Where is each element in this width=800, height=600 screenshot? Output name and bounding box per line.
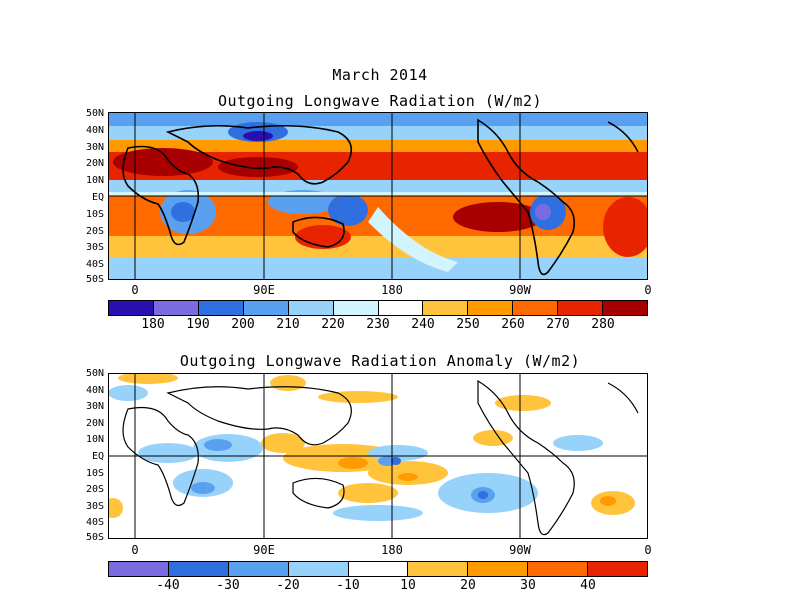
lat-label: 30N xyxy=(85,142,104,153)
lon-label: 180 xyxy=(381,543,403,557)
colorbar-swatch xyxy=(528,562,589,576)
colorbar-label: 20 xyxy=(460,578,476,593)
lat-label: 20N xyxy=(85,158,104,169)
colorbar-label: 40 xyxy=(580,578,596,593)
lat-label: 30S xyxy=(85,501,104,512)
lat-label: 20N xyxy=(85,418,104,429)
colorbar-swatch xyxy=(333,301,379,315)
olr-colorbar xyxy=(108,300,648,316)
olr-anomaly-map xyxy=(108,373,648,539)
colorbar-label: 30 xyxy=(520,578,536,593)
lat-label: 50N xyxy=(85,368,104,379)
lat-label: 50S xyxy=(85,532,104,543)
lat-label: EQ xyxy=(91,192,104,203)
colorbar-label: 230 xyxy=(366,317,390,332)
colorbar-label: 280 xyxy=(591,317,615,332)
colorbar-swatch xyxy=(109,301,154,315)
colorbar-label: -30 xyxy=(216,578,240,593)
lat-label: 20S xyxy=(85,484,104,495)
colorbar-swatch xyxy=(288,301,334,315)
colorbar-label: 240 xyxy=(411,317,435,332)
colorbar-swatch xyxy=(288,562,349,576)
colorbar-label: 180 xyxy=(141,317,165,332)
colorbar-label: -40 xyxy=(156,578,180,593)
colorbar-swatch xyxy=(513,301,559,315)
lat-label: 10S xyxy=(85,209,104,220)
colorbar-label: 10 xyxy=(400,578,416,593)
colorbar-label: 260 xyxy=(501,317,525,332)
colorbar-swatch xyxy=(348,562,409,576)
lat-label: 20S xyxy=(85,226,104,237)
olr-map xyxy=(108,112,648,280)
month-title: March 2014 xyxy=(332,66,428,84)
lat-label: 40S xyxy=(85,517,104,528)
lat-label: 10N xyxy=(85,175,104,186)
colorbar-label: -10 xyxy=(336,578,360,593)
colorbar-swatch xyxy=(468,562,529,576)
lon-label: 90W xyxy=(509,283,531,297)
lon-label: 0 xyxy=(131,543,139,557)
lon-label: 0 xyxy=(644,543,652,557)
olr-anomaly-colorbar xyxy=(108,561,648,577)
colorbar-label: 190 xyxy=(186,317,210,332)
olr-title: Outgoing Longwave Radiation (W/m2) xyxy=(217,92,543,110)
lon-label: 90E xyxy=(253,543,275,557)
lat-label: 10N xyxy=(85,434,104,445)
colorbar-label: 220 xyxy=(321,317,345,332)
lat-label: 30N xyxy=(85,401,104,412)
lat-label: EQ xyxy=(91,451,104,462)
lon-label: 0 xyxy=(131,283,139,297)
colorbar-label: 200 xyxy=(231,317,255,332)
lat-label: 10S xyxy=(85,468,104,479)
lat-label: 30S xyxy=(85,242,104,253)
lat-label: 40S xyxy=(85,259,104,270)
colorbar-label: -20 xyxy=(276,578,300,593)
colorbar-label: 250 xyxy=(456,317,480,332)
colorbar-swatch xyxy=(153,301,199,315)
colorbar-label: 270 xyxy=(546,317,570,332)
olr-anomaly-title: Outgoing Longwave Radiation Anomaly (W/m… xyxy=(179,352,581,370)
colorbar-swatch xyxy=(603,301,648,315)
lon-label: 0 xyxy=(644,283,652,297)
colorbar-swatch xyxy=(109,562,169,576)
colorbar-swatch xyxy=(378,301,424,315)
colorbar-swatch xyxy=(168,562,229,576)
lon-label: 90E xyxy=(253,283,275,297)
colorbar-label: 210 xyxy=(276,317,300,332)
lat-label: 50S xyxy=(85,274,104,285)
colorbar-swatch xyxy=(558,301,604,315)
colorbar-swatch xyxy=(468,301,514,315)
colorbar-swatch xyxy=(243,301,289,315)
colorbar-swatch xyxy=(423,301,469,315)
colorbar-swatch xyxy=(228,562,289,576)
lon-label: 90W xyxy=(509,543,531,557)
colorbar-swatch xyxy=(408,562,469,576)
lat-label: 50N xyxy=(85,108,104,119)
lon-label: 180 xyxy=(381,283,403,297)
colorbar-swatch xyxy=(198,301,244,315)
colorbar-swatch xyxy=(588,562,648,576)
lat-label: 40N xyxy=(85,385,104,396)
lat-label: 40N xyxy=(85,125,104,136)
